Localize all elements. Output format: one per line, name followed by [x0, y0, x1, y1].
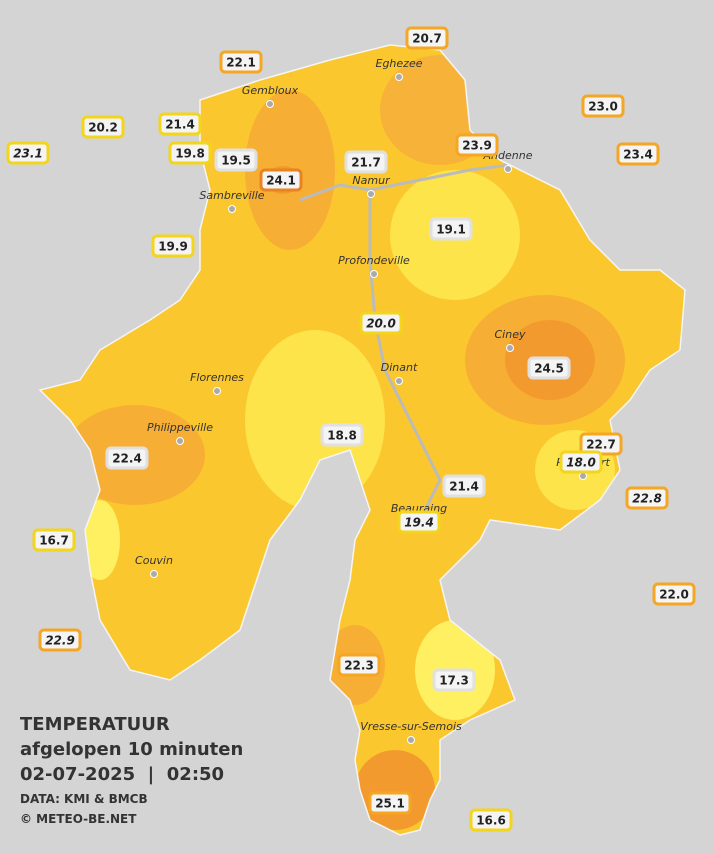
- station-box: [469, 808, 513, 832]
- station-value: 21.4: [165, 118, 195, 132]
- place-name: Dinant: [381, 361, 418, 374]
- station-value: 18.8: [327, 429, 357, 443]
- place-name: Vresse-sur-Semois: [360, 720, 462, 733]
- place-dot: [395, 73, 403, 81]
- station-box: [105, 446, 149, 470]
- station-value: 23.4: [623, 148, 653, 162]
- station-value: 21.7: [351, 156, 381, 170]
- place-name: Namur: [352, 174, 391, 187]
- place-dot: [213, 387, 221, 395]
- place-dot: [150, 570, 158, 578]
- place-dot: [395, 377, 403, 385]
- title: TEMPERATUUR: [20, 714, 170, 735]
- station-box: [652, 582, 696, 606]
- station-value: 20.2: [88, 121, 118, 135]
- station-box: [397, 510, 441, 534]
- station-box: [581, 94, 625, 118]
- station-value: 22.3: [344, 659, 374, 673]
- station-value: 16.7: [39, 534, 69, 548]
- station-box: [158, 112, 202, 136]
- place-dot: [176, 437, 184, 445]
- station-value: 19.1: [436, 223, 466, 237]
- station-value: 24.5: [534, 362, 564, 376]
- place-dot: [579, 472, 587, 480]
- place-dot: [407, 736, 415, 744]
- place-dot: [504, 165, 512, 173]
- station-box: [38, 628, 82, 652]
- place-name: Sambreville: [199, 189, 264, 202]
- place-dot: [506, 344, 514, 352]
- station-box: [559, 450, 603, 474]
- station-value: 16.6: [476, 814, 506, 828]
- station-box: [259, 168, 303, 192]
- station-box: [368, 791, 412, 815]
- station-value: 19.4: [404, 516, 434, 530]
- station-value: 25.1: [375, 797, 405, 811]
- station-box: [320, 423, 364, 447]
- station-value: 24.1: [266, 174, 296, 188]
- station-value: 20.7: [412, 32, 442, 46]
- place-name: Ciney: [495, 328, 526, 341]
- station-box: [6, 141, 50, 165]
- station-value: 22.4: [112, 452, 142, 466]
- copyright: © METEO-BE.NET: [20, 812, 137, 826]
- datetime: 02-07-2025 | 02:50: [20, 764, 224, 785]
- station-box: [616, 142, 660, 166]
- station-value: 22.9: [45, 634, 75, 648]
- station-box: [432, 668, 476, 692]
- station-value: 23.0: [588, 100, 618, 114]
- place-dot: [228, 205, 236, 213]
- station-box: [168, 141, 212, 165]
- station-box: [405, 26, 449, 50]
- station-value: 19.9: [158, 240, 188, 254]
- station-value: 18.0: [566, 456, 596, 470]
- place-dot: [370, 270, 378, 278]
- place-name: Profondeville: [338, 254, 410, 267]
- station-value: 22.0: [659, 588, 689, 602]
- station-box: [429, 217, 473, 241]
- station-box: [442, 474, 486, 498]
- place-dot: [266, 100, 274, 108]
- source: DATA: KMI & BMCB: [20, 792, 148, 806]
- station-box: [344, 150, 388, 174]
- station-box: [151, 234, 195, 258]
- station-value: 23.9: [462, 139, 492, 153]
- station-box: [32, 528, 76, 552]
- station-value: 23.1: [13, 147, 43, 161]
- subtitle: afgelopen 10 minuten: [20, 739, 243, 760]
- place-name: Florennes: [190, 371, 244, 384]
- province-border: [38, 44, 686, 836]
- place-dot: [367, 190, 375, 198]
- place-name: Gembloux: [242, 84, 299, 97]
- station-value: 20.0: [366, 317, 396, 331]
- station-value: 17.3: [439, 674, 469, 688]
- station-box: [337, 653, 381, 677]
- station-box: [625, 486, 669, 510]
- station-box: [527, 356, 571, 380]
- place-name: Couvin: [135, 554, 173, 567]
- station-box: [214, 148, 258, 172]
- station-box: [359, 311, 403, 335]
- station-box: [81, 115, 125, 139]
- station-value: 19.8: [175, 147, 205, 161]
- station-value: 21.4: [449, 480, 479, 494]
- station-value: 22.8: [632, 492, 662, 506]
- place-name: Eghezee: [376, 57, 423, 70]
- station-value: 22.1: [226, 56, 256, 70]
- station-value: 19.5: [221, 154, 251, 168]
- station-box: [219, 50, 263, 74]
- station-value: 22.7: [586, 438, 616, 452]
- station-box: [455, 133, 499, 157]
- place-name: Philippeville: [147, 421, 213, 434]
